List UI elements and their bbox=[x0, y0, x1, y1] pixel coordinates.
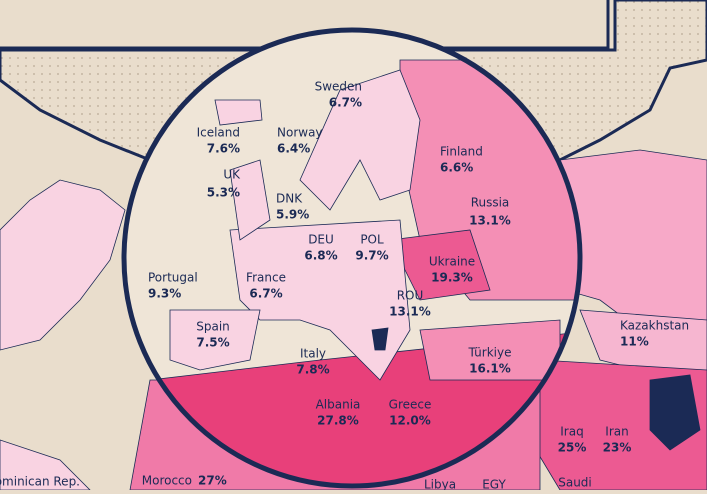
region-value: 7.6% bbox=[207, 142, 240, 156]
region-value: 6.7% bbox=[329, 96, 362, 110]
region-value: 9.3% bbox=[148, 287, 181, 301]
region-name: Portugal bbox=[148, 271, 198, 285]
region-value: 27.8% bbox=[317, 414, 359, 428]
region-value: 27% bbox=[198, 474, 227, 488]
region-value: 11% bbox=[620, 335, 649, 349]
region-value: 13.1% bbox=[469, 214, 511, 228]
region-name: Dominican Rep. bbox=[0, 475, 80, 489]
region-name: France bbox=[246, 271, 286, 285]
region-name: Iran bbox=[605, 425, 628, 439]
region-name: Finland bbox=[440, 145, 483, 159]
region-value: 6.7% bbox=[249, 287, 282, 301]
region-value: 6.4% bbox=[277, 142, 310, 156]
region-name: Morocco bbox=[142, 474, 192, 488]
region-value: 7.5% bbox=[196, 336, 229, 350]
region-name: Russia bbox=[471, 196, 510, 210]
region-name: Italy bbox=[300, 347, 326, 361]
region-value: 9.7% bbox=[355, 249, 388, 263]
region-value: 19.3% bbox=[431, 271, 473, 285]
region-value: 25% bbox=[558, 441, 587, 455]
region-name: DEU bbox=[308, 233, 334, 247]
region-name: Spain bbox=[196, 320, 230, 334]
region-name: ROU bbox=[397, 289, 424, 303]
region-name: Saudi bbox=[558, 476, 592, 490]
region-value: 12.0% bbox=[389, 414, 431, 428]
uk bbox=[229, 159, 271, 241]
region-value: 7.8% bbox=[296, 363, 329, 377]
albania bbox=[371, 327, 389, 351]
region-value: 13.1% bbox=[389, 305, 431, 319]
region-name: POL bbox=[360, 233, 384, 247]
central-europe bbox=[229, 219, 411, 381]
region-value: 5.9% bbox=[276, 208, 309, 222]
region-value: 6.6% bbox=[440, 161, 473, 175]
region-name: UK bbox=[223, 168, 241, 182]
region-name: Albania bbox=[316, 398, 361, 412]
region-name: Kazakhstan bbox=[620, 319, 689, 333]
afghanistan bbox=[649, 374, 701, 451]
region-value: 23% bbox=[603, 441, 632, 455]
iberia bbox=[169, 309, 261, 371]
north-america bbox=[0, 179, 126, 351]
region-name: DNK bbox=[276, 192, 303, 206]
region-name: Norway bbox=[277, 126, 323, 140]
region-name: Greece bbox=[389, 398, 432, 412]
focus-circle bbox=[121, 27, 583, 489]
iceland bbox=[214, 99, 263, 126]
region-value: 5.3% bbox=[207, 186, 240, 200]
region-name: Türkiye bbox=[468, 346, 512, 360]
region-value: 16.1% bbox=[469, 362, 511, 376]
ukraine bbox=[389, 229, 491, 301]
region-name: Ukraine bbox=[429, 255, 475, 269]
region-name: Sweden bbox=[315, 80, 362, 94]
region-name: Libya bbox=[424, 478, 456, 491]
region-value: 6.8% bbox=[304, 249, 337, 263]
region-name: EGY bbox=[482, 478, 506, 491]
region-name: Iceland bbox=[197, 126, 240, 140]
nordics bbox=[299, 69, 421, 211]
region-name: Iraq bbox=[560, 425, 583, 439]
